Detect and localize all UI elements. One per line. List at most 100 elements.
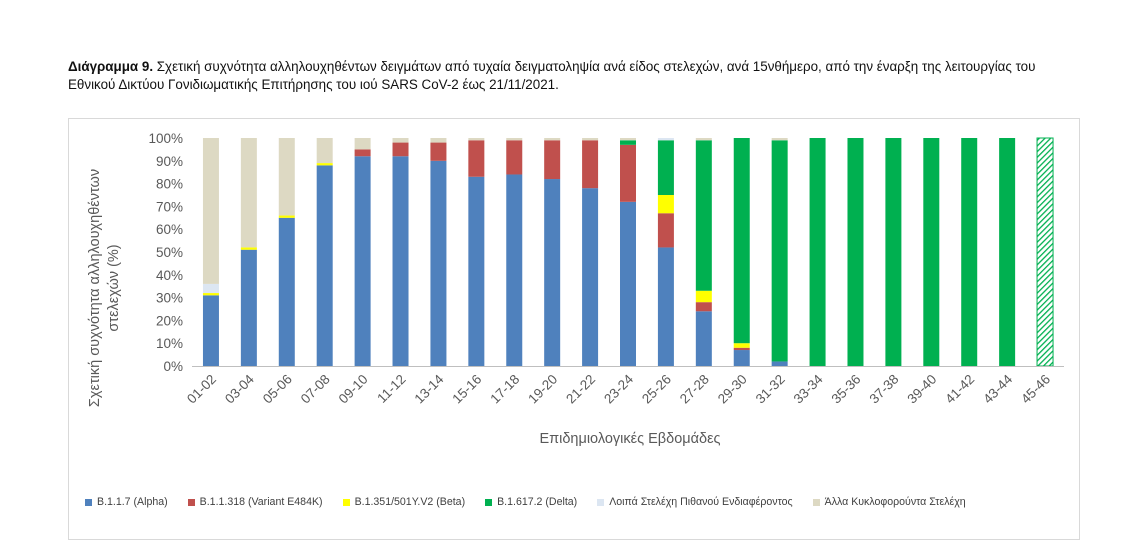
y-tick-label: 10% bbox=[156, 336, 183, 351]
legend-swatch bbox=[812, 498, 820, 506]
bar-segment-delta-43-44 bbox=[999, 138, 1016, 366]
bar-segment-delta-23-24 bbox=[620, 140, 636, 145]
y-axis-title: Σχετική συχνότητα αλληλουχηθέντων στελεχώ… bbox=[87, 169, 122, 407]
bar-segment-alpha-09-10 bbox=[354, 156, 371, 366]
y-tick-label: 50% bbox=[156, 245, 183, 260]
x-tick-label: 17-18 bbox=[487, 372, 522, 407]
bar-segment-other_circulating-23-24 bbox=[620, 138, 636, 141]
bar-segment-e484k-29-30 bbox=[733, 347, 750, 351]
caption-label: Διάγραμμα 9. bbox=[68, 59, 154, 74]
legend-label: Λοιπά Στελέχη Πιθανού Ενδιαφέροντος bbox=[609, 496, 793, 508]
bar-segment-e484k-13-14 bbox=[430, 142, 447, 161]
x-tick-label: 37-38 bbox=[866, 372, 901, 407]
bar-segment-alpha-11-12 bbox=[392, 156, 409, 366]
bar-segment-e484k-25-26 bbox=[657, 213, 674, 248]
bar-segment-delta-31-32 bbox=[771, 140, 788, 362]
bars-layer bbox=[202, 137, 1054, 367]
y-tick-label: 70% bbox=[156, 199, 183, 214]
x-tick-label: 13-14 bbox=[412, 371, 447, 406]
bar-segment-other_circulating-03-04 bbox=[240, 138, 257, 248]
legend-item-e484k: B.1.1.318 (Variant E484K) bbox=[187, 496, 323, 508]
legend-swatch bbox=[342, 498, 350, 506]
bar-segment-other_circulating-27-28 bbox=[695, 138, 712, 141]
bar-segment-other_circulating-21-22 bbox=[582, 138, 599, 141]
bar-segment-alpha-15-16 bbox=[468, 176, 485, 366]
bar-segment-delta-27-28 bbox=[695, 140, 712, 291]
bar-segment-e484k-23-24 bbox=[620, 144, 636, 202]
bar-segment-beta-07-08 bbox=[316, 163, 333, 166]
bar-segment-alpha-01-02 bbox=[202, 295, 219, 366]
y-axis-ticks: 0% 10% 20% 30% 40% 50% 60% 70% 80% 90% 100% bbox=[148, 131, 183, 374]
bar-segment-alpha-21-22 bbox=[582, 188, 599, 366]
bar-segment-beta-05-06 bbox=[278, 215, 295, 218]
x-axis-ticks: 01-02 03-04 05-06 07-08 09-10 11-12 13-14 15-16… bbox=[184, 371, 1053, 406]
bar-segment-other_circulating-15-16 bbox=[468, 138, 485, 141]
bar-segment-alpha-29-30 bbox=[733, 350, 750, 366]
bar-segment-e484k-11-12 bbox=[392, 142, 409, 157]
bar-segment-other_circulating-05-06 bbox=[278, 138, 295, 216]
bar-segment-other_circulating-01-02 bbox=[202, 138, 219, 284]
bar-segment-other_circulating-19-20 bbox=[544, 138, 561, 141]
bar-segment-beta-25-26 bbox=[657, 195, 674, 214]
bar-segment-beta-01-02 bbox=[202, 293, 219, 296]
figure-caption: Διάγραμμα 9. Σχετική συχνότητα αλληλουχη… bbox=[68, 58, 1068, 94]
x-axis-title: Επιδημιολογικές Εβδομάδες bbox=[539, 431, 720, 447]
bar-segment-other_circulating-17-18 bbox=[506, 138, 523, 141]
caption-text: Σχετική συχνότητα αλληλουχηθέντων δειγμά… bbox=[68, 59, 1036, 92]
legend-label: Άλλα Κυκλοφορούντα Στελέχη bbox=[824, 496, 966, 508]
bar-segment-alpha-25-26 bbox=[657, 247, 674, 366]
bar-segment-delta-25-26 bbox=[657, 140, 674, 195]
bar-segment-other_circulating-31-32 bbox=[771, 138, 788, 141]
legend-item-beta: B.1.351/501Y.V2 (Beta) bbox=[342, 496, 465, 508]
y-tick-label: 0% bbox=[163, 359, 183, 374]
bar-segment-alpha-27-28 bbox=[695, 311, 712, 366]
y-tick-label: 90% bbox=[156, 154, 183, 169]
bar-segment-other_interest-25-26 bbox=[657, 138, 674, 141]
x-tick-label: 25-26 bbox=[639, 372, 674, 407]
x-tick-label: 05-06 bbox=[260, 372, 295, 407]
bar-segment-alpha-13-14 bbox=[430, 160, 447, 366]
bar-segment-beta-03-04 bbox=[240, 247, 257, 250]
legend-swatch bbox=[485, 498, 493, 506]
bar-segment-other_circulating-13-14 bbox=[430, 138, 447, 143]
bar-segment-alpha-19-20 bbox=[544, 179, 561, 366]
bar-segment-e484k-09-10 bbox=[354, 149, 371, 157]
bar-segment-alpha-03-04 bbox=[240, 249, 257, 366]
bar-segment-alpha-05-06 bbox=[278, 217, 295, 366]
bar-segment-alpha-31-32 bbox=[771, 361, 788, 366]
y-tick-label: 100% bbox=[148, 131, 183, 146]
bar-segment-other_circulating-09-10 bbox=[354, 138, 371, 150]
bar-segment-delta-35-36 bbox=[847, 138, 864, 366]
x-tick-label: 29-30 bbox=[715, 372, 750, 407]
bar-segment-other_circulating-07-08 bbox=[316, 138, 333, 164]
bar-segment-e484k-21-22 bbox=[582, 140, 599, 189]
x-tick-label: 35-36 bbox=[829, 372, 864, 407]
bar-segment-delta-39-40 bbox=[923, 138, 940, 366]
x-tick-label: 33-34 bbox=[791, 371, 826, 406]
x-tick-label: 27-28 bbox=[677, 372, 712, 407]
x-tick-label: 21-22 bbox=[563, 372, 598, 407]
y-tick-label: 30% bbox=[156, 291, 183, 306]
x-tick-label: 19-20 bbox=[525, 372, 560, 407]
legend-label: B.1.1.7 (Alpha) bbox=[97, 496, 168, 508]
x-tick-label: 07-08 bbox=[298, 372, 333, 407]
y-tick-label: 40% bbox=[156, 268, 183, 283]
chart-legend: B.1.1.7 (Alpha) B.1.1.318 (Variant E484K)… bbox=[85, 494, 1075, 510]
legend-item-alpha: B.1.1.7 (Alpha) bbox=[85, 496, 168, 508]
bar-segment-other_interest-01-02 bbox=[202, 283, 219, 294]
x-tick-label: 45-46 bbox=[1018, 372, 1053, 407]
x-tick-label: 15-16 bbox=[449, 372, 484, 407]
legend-swatch bbox=[597, 498, 605, 506]
x-tick-label: 31-32 bbox=[753, 372, 788, 407]
bar-segment-e484k-15-16 bbox=[468, 140, 485, 177]
legend-item-other_circulating: Άλλα Κυκλοφορούντα Στελέχη bbox=[812, 496, 966, 508]
bar-segment-delta-33-34 bbox=[809, 138, 826, 366]
bar-segment-alpha-23-24 bbox=[620, 201, 636, 366]
y-tick-label: 60% bbox=[156, 222, 183, 237]
x-tick-label: 43-44 bbox=[980, 371, 1015, 406]
bar-segment-e484k-17-18 bbox=[506, 140, 523, 175]
legend-item-other_interest: Λοιπά Στελέχη Πιθανού Ενδιαφέροντος bbox=[597, 496, 793, 508]
chart-frame bbox=[68, 118, 1080, 540]
legend-swatch bbox=[85, 498, 92, 506]
